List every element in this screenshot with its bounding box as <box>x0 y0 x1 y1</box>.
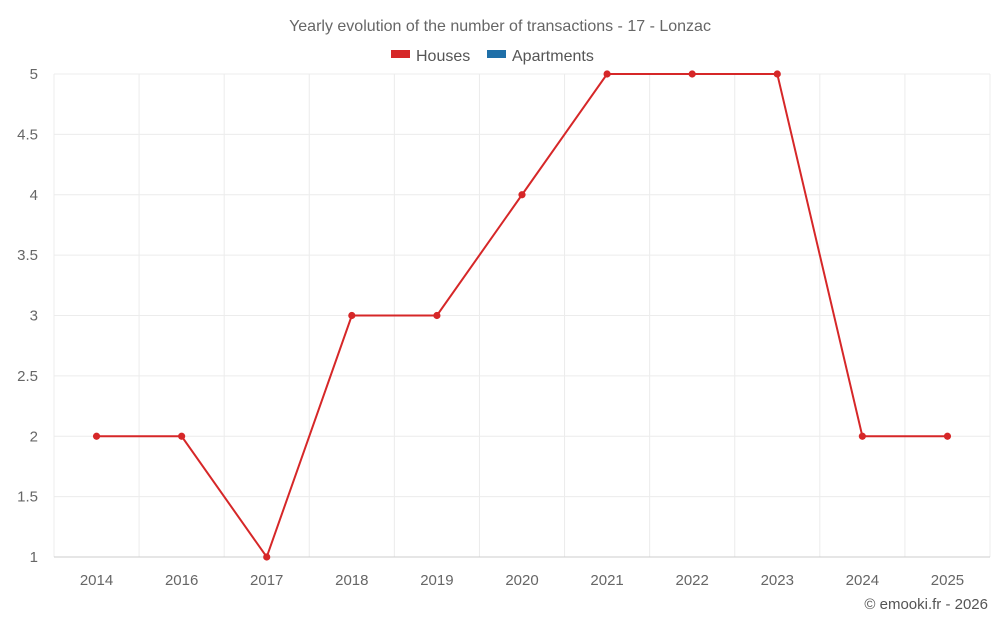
data-point[interactable] <box>348 311 356 320</box>
data-point[interactable] <box>603 70 611 78</box>
data-point[interactable] <box>943 432 952 440</box>
y-axis-ticks: 1 1.5 2 2.5 3 3.5 4 4.5 5 <box>17 66 38 566</box>
x-axis-ticks: 2014 2016 2017 2018 2019 2020 2021 2022 2023 2024… <box>80 572 964 589</box>
x-tick-label: 2021 <box>590 572 623 589</box>
data-point[interactable] <box>688 70 696 78</box>
x-tick-label: 2014 <box>80 572 113 589</box>
x-tick-label: 2024 <box>846 572 879 589</box>
data-point[interactable] <box>518 191 526 199</box>
x-tick-label: 2025 <box>931 572 964 589</box>
x-tick-label: 2017 <box>250 572 283 589</box>
grid <box>53 73 991 558</box>
legend-swatch-houses <box>391 50 410 58</box>
data-point[interactable] <box>433 311 441 320</box>
legend-swatch-apartments <box>487 50 506 58</box>
data-point[interactable] <box>263 553 271 561</box>
y-tick-label: 4 <box>30 187 38 204</box>
y-tick-label: 3 <box>30 308 38 325</box>
data-point[interactable] <box>773 70 781 78</box>
x-tick-label: 2019 <box>420 572 453 589</box>
y-tick-label: 1.5 <box>17 489 38 506</box>
data-point[interactable] <box>92 432 101 440</box>
data-point[interactable] <box>178 432 186 440</box>
chart-title: Yearly evolution of the number of transa… <box>289 18 711 35</box>
legend-label-apartments[interactable]: Apartments <box>512 48 594 65</box>
y-tick-label: 4.5 <box>17 126 38 143</box>
y-tick-label: 3.5 <box>17 247 38 264</box>
x-tick-label: 2023 <box>761 572 794 589</box>
credit-text: © emooki.fr - 2026 <box>864 596 988 613</box>
legend[interactable]: Houses Apartments <box>391 48 594 65</box>
y-tick-label: 5 <box>30 66 38 83</box>
legend-label-houses[interactable]: Houses <box>416 48 470 65</box>
x-tick-label: 2016 <box>165 572 198 589</box>
data-point[interactable] <box>858 432 866 440</box>
x-tick-label: 2022 <box>675 572 708 589</box>
x-tick-label: 2020 <box>505 572 538 589</box>
series <box>92 70 952 561</box>
x-tick-label: 2018 <box>335 572 368 589</box>
y-tick-label: 2.5 <box>17 368 38 385</box>
y-tick-label: 1 <box>30 549 38 566</box>
y-tick-label: 2 <box>30 428 38 445</box>
